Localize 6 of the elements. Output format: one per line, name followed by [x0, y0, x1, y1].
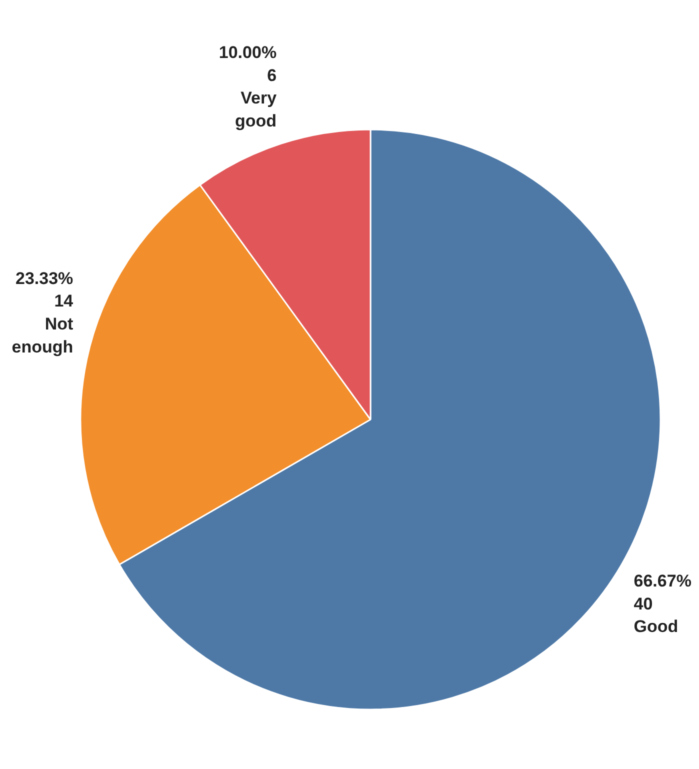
- data-label: 10.00% 6: [218, 42, 277, 85]
- data-label: 23.33% 14: [15, 268, 74, 311]
- slice-label: Very good: [235, 88, 278, 130]
- slice-label: Good: [634, 617, 678, 636]
- slice-label: Not enough: [12, 314, 74, 356]
- data-label: 66.67% 40: [634, 572, 692, 614]
